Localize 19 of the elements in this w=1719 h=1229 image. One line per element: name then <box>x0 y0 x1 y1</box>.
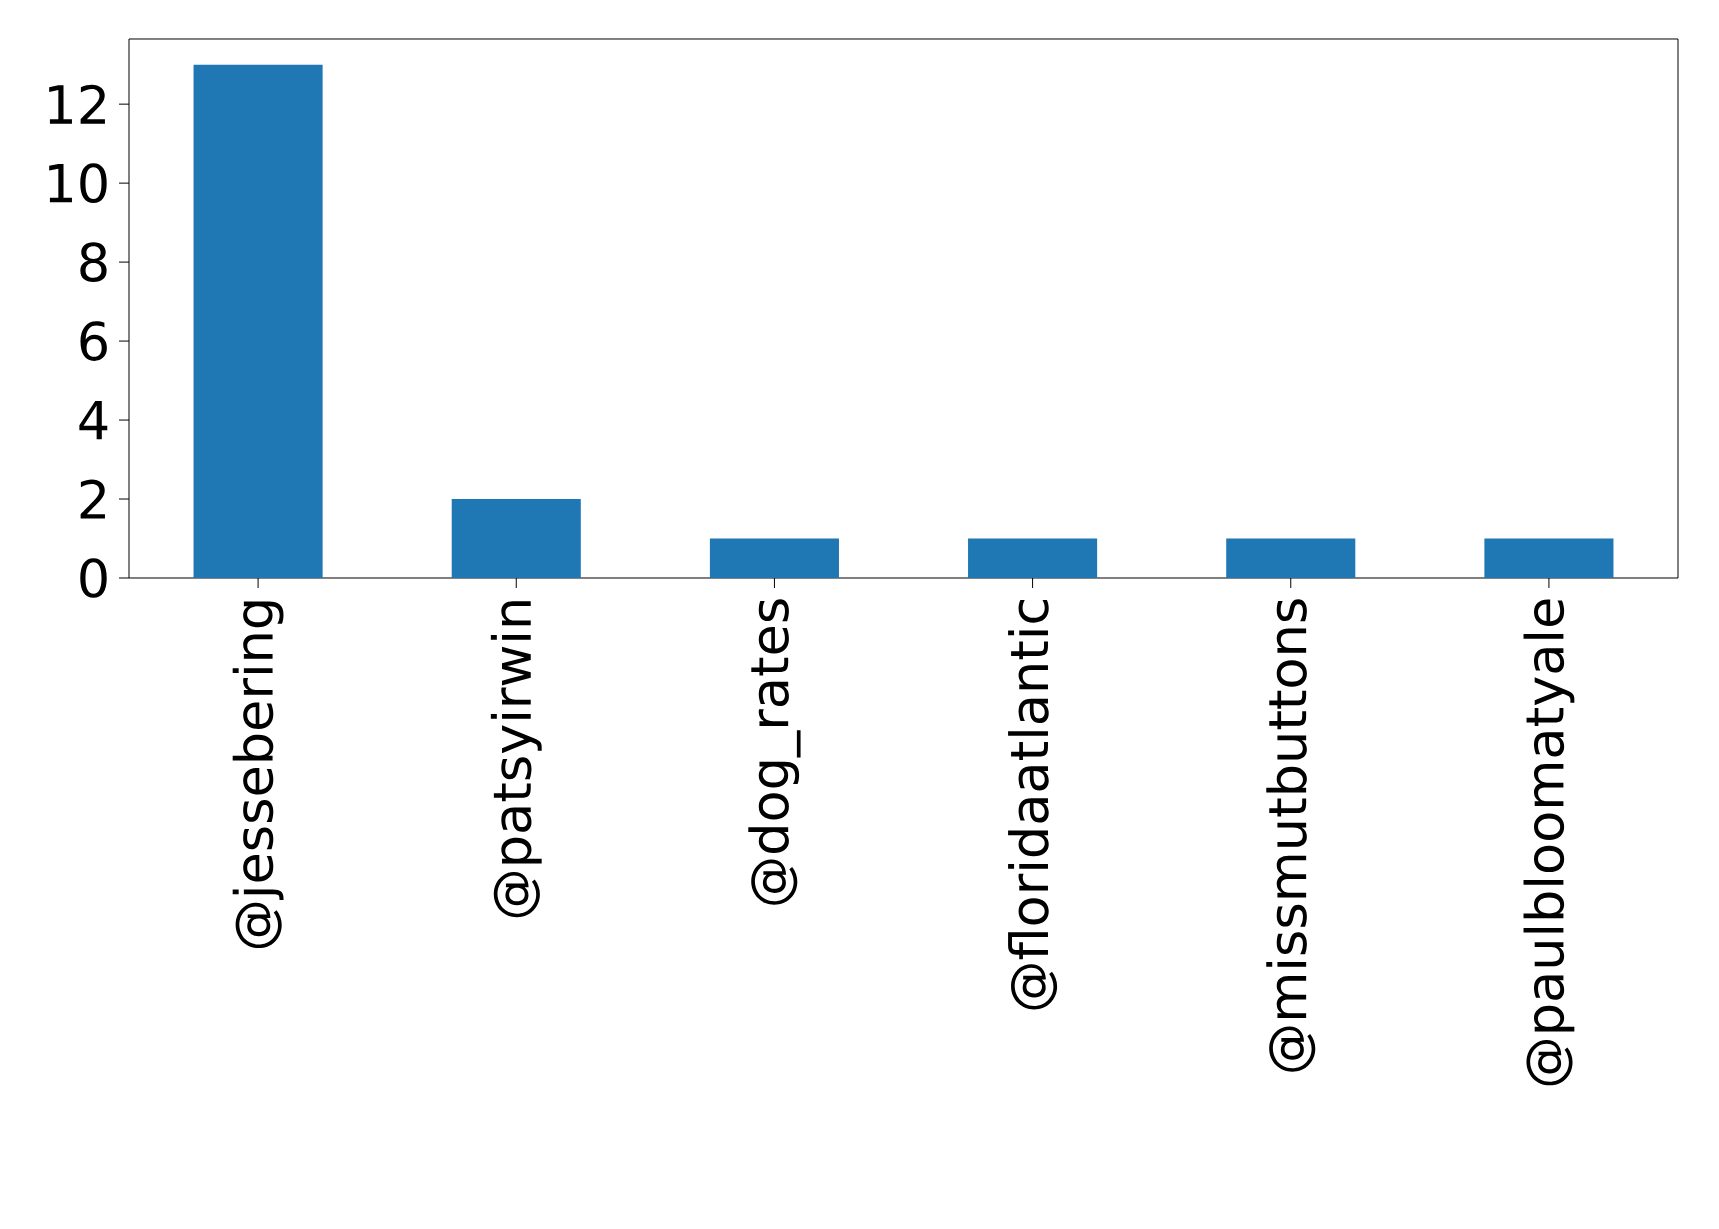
x-tick-label: @dog_rates <box>748 599 801 905</box>
x-tick-label: @jessebering <box>232 601 284 949</box>
bar <box>451 499 581 578</box>
bar <box>1226 538 1356 578</box>
y-tick-label: 10 <box>49 163 107 203</box>
y-tick-label: 2 <box>80 479 105 519</box>
y-tick-label: 6 <box>80 321 107 361</box>
bar <box>1484 538 1614 578</box>
bar <box>709 538 839 578</box>
y-tick-label: 8 <box>80 242 107 282</box>
y-tick-label: 12 <box>49 84 105 124</box>
y-tick-label: 0 <box>80 558 107 598</box>
x-tick-label: @floridaatlantic <box>1008 599 1058 1010</box>
bar <box>193 64 323 578</box>
x-tick-label: @missmutbuttons <box>1266 599 1316 1072</box>
x-tick-label: @patsyirwin <box>490 601 542 918</box>
bar <box>968 538 1098 578</box>
x-tick-label: @paulbloomatyale <box>1523 599 1575 1086</box>
y-tick-label: 4 <box>79 400 108 440</box>
